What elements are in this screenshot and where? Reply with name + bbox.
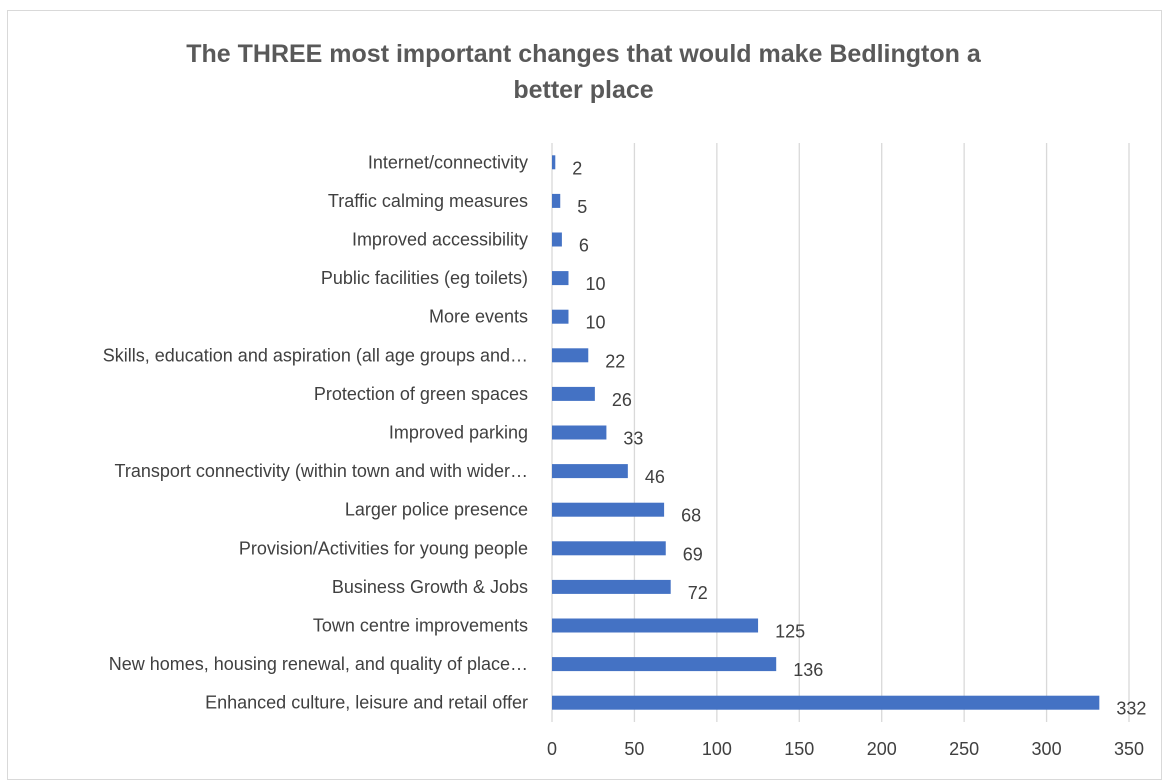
x-tick-label: 250: [949, 739, 979, 759]
category-label: Skills, education and aspiration (all ag…: [103, 345, 528, 365]
bar: [552, 271, 569, 286]
data-label: 5: [577, 197, 587, 217]
data-label: 6: [579, 236, 589, 256]
bar: [552, 425, 607, 440]
category-label: New homes, housing renewal, and quality …: [109, 654, 528, 674]
x-tick-label: 0: [547, 739, 557, 759]
chart-title-line-2: better place: [513, 76, 654, 104]
bar: [552, 579, 671, 594]
category-label: Business Growth & Jobs: [332, 577, 528, 597]
category-label: Transport connectivity (within town and …: [115, 461, 529, 481]
category-label: Internet/connectivity: [368, 152, 528, 172]
x-tick-label: 350: [1114, 739, 1144, 759]
category-label: More events: [429, 307, 528, 327]
category-label: Larger police presence: [345, 500, 528, 520]
chart-title-line-1: The THREE most important changes that wo…: [186, 40, 981, 68]
bar: [552, 386, 595, 401]
bar: [552, 155, 556, 170]
bar: [552, 464, 628, 479]
category-label: Public facilities (eg toilets): [321, 268, 528, 288]
data-label: 10: [585, 274, 605, 294]
category-label: Improved parking: [389, 423, 528, 443]
data-label: 26: [612, 390, 632, 410]
data-label: 10: [585, 313, 605, 333]
x-axis-tick-labels: 0 50 100 150 200 250 300 350: [547, 739, 1144, 759]
data-label: 2: [572, 158, 582, 178]
x-tick-label: 50: [624, 739, 644, 759]
data-label: 22: [605, 351, 625, 371]
category-label: Improved accessibility: [352, 230, 528, 250]
x-tick-label: 150: [784, 739, 814, 759]
x-tick-label: 100: [702, 739, 732, 759]
bars: [552, 155, 1100, 710]
chart-title: The THREE most important changes that wo…: [0, 36, 1167, 108]
category-label: Traffic calming measures: [328, 191, 528, 211]
data-label: 125: [775, 622, 805, 642]
category-label: Provision/Activities for young people: [239, 538, 528, 558]
x-tick-label: 200: [867, 739, 897, 759]
bar: [552, 502, 665, 517]
bar: [552, 232, 562, 247]
bar: [552, 309, 569, 324]
category-labels: Enhanced culture, leisure and retail off…: [103, 152, 528, 712]
category-label: Enhanced culture, leisure and retail off…: [205, 693, 528, 713]
bar: [552, 695, 1100, 710]
bar: [552, 348, 589, 363]
bar: [552, 618, 759, 633]
data-label: 136: [793, 660, 823, 680]
data-label: 72: [688, 583, 708, 603]
data-label: 46: [645, 467, 665, 487]
category-label: Town centre improvements: [313, 616, 528, 636]
data-label: 69: [683, 544, 703, 564]
category-label: Protection of green spaces: [314, 384, 528, 404]
x-tick-label: 300: [1032, 739, 1062, 759]
bar: [552, 193, 561, 208]
bar: [552, 541, 666, 556]
data-label: 332: [1116, 699, 1146, 719]
data-label: 68: [681, 506, 701, 526]
bar: [552, 657, 777, 672]
data-label: 33: [623, 429, 643, 449]
